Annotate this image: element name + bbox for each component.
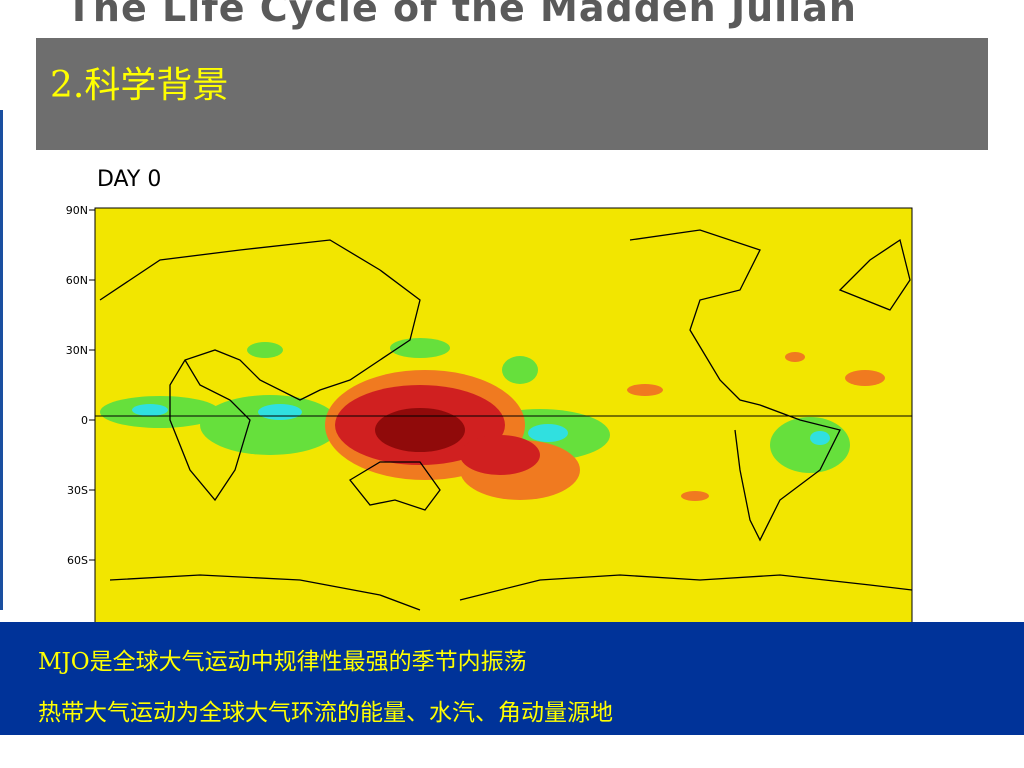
lat-label: 90N	[66, 204, 88, 217]
lat-label: 0	[81, 414, 88, 427]
slide-title: The Life Cycle of the Madden Julian	[66, 0, 857, 30]
lat-labels: 90N 60N 30N 0 30S 60S	[66, 204, 95, 567]
map-frame	[94, 207, 913, 622]
map: 90N 60N 30N 0 30S 60S	[66, 204, 913, 622]
header: 2.科学背景	[50, 65, 229, 106]
anomaly-fields	[100, 338, 885, 501]
lat-label: 30N	[66, 344, 88, 357]
figure-title: DAY 0	[97, 167, 161, 192]
coastlines	[99, 229, 913, 611]
bullet: 热带大气运动为全球大气环流的能量、水汽、角动量源地	[38, 700, 613, 726]
header-box: 2.科学背景	[36, 38, 988, 150]
bullet-box: MJO是全球大气运动中规律性最强的季节内振荡 热带大气运动为全球大气环流的能量、…	[0, 622, 1024, 735]
lat-label: 60N	[66, 274, 88, 287]
bullet: MJO是全球大气运动中规律性最强的季节内振荡	[38, 649, 527, 675]
left-bar	[0, 110, 3, 610]
map-figure: DAY 0	[66, 167, 913, 622]
lat-label: 60S	[67, 554, 88, 567]
lat-label: 30S	[67, 484, 88, 497]
